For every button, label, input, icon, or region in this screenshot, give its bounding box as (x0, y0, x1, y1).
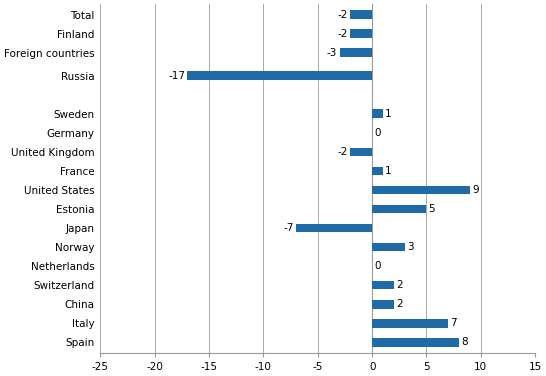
Bar (351, 11, 372, 19)
Text: -17: -17 (168, 71, 185, 80)
Text: 2: 2 (396, 299, 403, 309)
Text: 1: 1 (385, 166, 392, 176)
Bar (372, 186, 470, 194)
Bar (372, 338, 459, 347)
Text: -7: -7 (283, 223, 294, 233)
Bar (372, 319, 448, 327)
Bar (351, 29, 372, 38)
Text: 5: 5 (429, 204, 435, 214)
Bar (351, 147, 372, 156)
Bar (372, 300, 394, 309)
Text: 9: 9 (472, 185, 479, 195)
Text: -3: -3 (327, 48, 337, 58)
Bar (372, 109, 383, 118)
Text: -2: -2 (338, 29, 348, 39)
Bar (372, 167, 383, 175)
Bar (372, 281, 394, 290)
Text: 0: 0 (375, 128, 381, 138)
Text: 3: 3 (407, 242, 413, 252)
Bar (340, 49, 372, 57)
Bar (372, 205, 426, 213)
Bar (372, 243, 405, 252)
Text: 1: 1 (385, 109, 392, 119)
Bar (187, 71, 372, 80)
Text: 7: 7 (450, 318, 457, 328)
Text: -2: -2 (338, 10, 348, 20)
Text: -2: -2 (338, 147, 348, 157)
Bar (296, 224, 372, 232)
Text: 2: 2 (396, 280, 403, 290)
Text: 0: 0 (375, 261, 381, 271)
Text: 8: 8 (461, 337, 468, 347)
